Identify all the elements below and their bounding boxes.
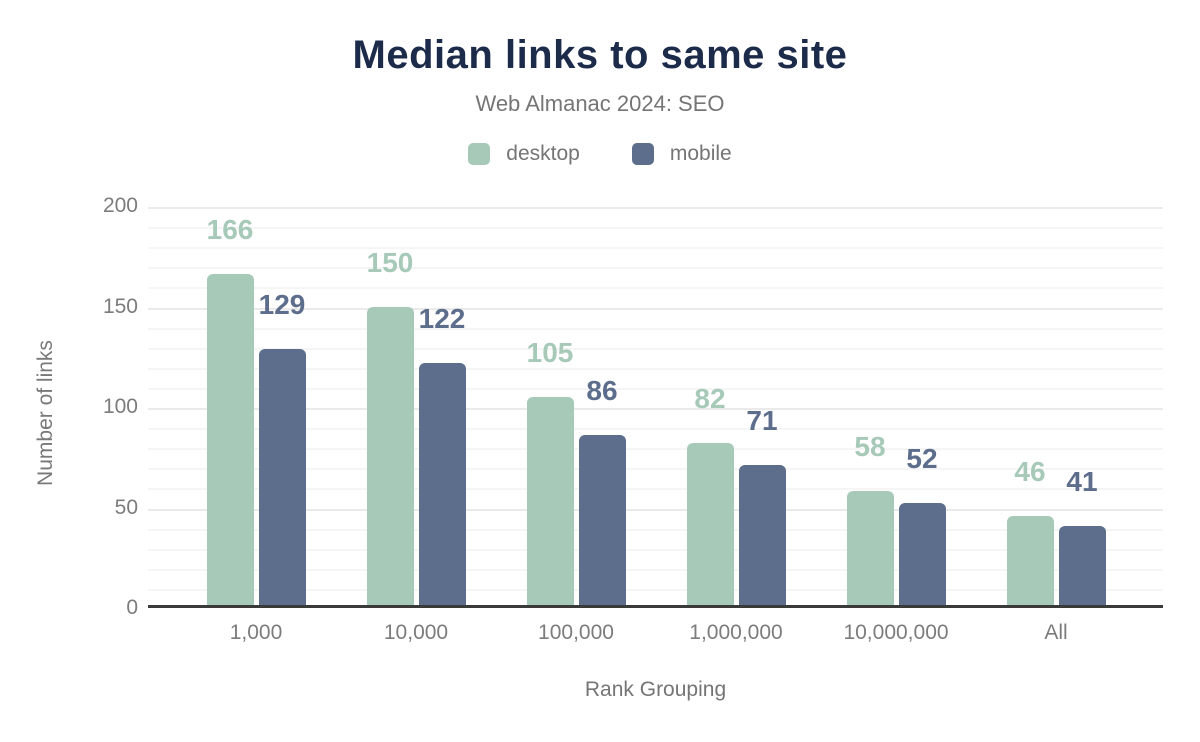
bar-value-label-desktop: 150 — [366, 246, 414, 278]
gridline — [148, 428, 1163, 431]
gridline — [148, 488, 1163, 491]
bar-value-label-mobile: 86 — [586, 375, 618, 407]
chart-title: Median links to same site — [352, 33, 848, 77]
y-tick-label: 200 — [102, 194, 138, 217]
bar-group: 166 129 1,000 — [176, 206, 336, 644]
bar-value-label-mobile: 122 — [418, 302, 466, 334]
bar-group: 150 122 10,000 — [336, 206, 496, 644]
legend-label-desktop: desktop — [506, 142, 580, 165]
x-tick-label: 10,000,000 — [843, 621, 949, 644]
gridline — [148, 448, 1163, 451]
bar-desktop: 82 — [686, 385, 734, 608]
chart-subtitle: Web Almanac 2024: SEO — [475, 91, 725, 116]
bar-pair: 58 52 — [846, 206, 946, 608]
x-axis-title: Rank Grouping — [584, 678, 727, 701]
gridline — [148, 408, 1163, 410]
gridline — [148, 367, 1163, 370]
bar-value-label-desktop: 105 — [526, 336, 574, 368]
bar-mobile: 41 — [1058, 467, 1106, 608]
bar-group: 46 41 All — [976, 206, 1136, 644]
gridline — [148, 468, 1163, 471]
plot-area: 166 129 1,000 150 122 10,000 105 86 100,000 82 71 1… — [148, 206, 1163, 644]
bar-value-label-desktop: 166 — [206, 214, 254, 246]
bar-mobile: 129 — [258, 290, 306, 608]
gridline — [148, 207, 1163, 209]
bar-mobile: 71 — [738, 407, 786, 608]
bar-value-label-desktop: 82 — [694, 383, 726, 415]
x-tick-label: 1,000 — [229, 621, 283, 644]
bar-desktop: 166 — [206, 216, 254, 608]
bar-value-label-desktop: 46 — [1014, 455, 1046, 487]
legend-item-mobile: mobile — [631, 142, 732, 166]
bar-pair: 46 41 — [1006, 206, 1106, 608]
bar-value-label-mobile: 129 — [258, 288, 306, 320]
bar-value-label-desktop: 58 — [854, 431, 886, 463]
legend-label-mobile: mobile — [669, 142, 732, 165]
bar-value-label-mobile: 41 — [1066, 465, 1098, 497]
bar-groups: 166 129 1,000 150 122 10,000 105 86 100,000 82 71 1… — [176, 206, 1136, 644]
bar-mobile: 122 — [418, 304, 466, 608]
bar-pair: 150 122 — [366, 206, 466, 608]
gridline — [148, 508, 1163, 511]
y-tick-label: 100 — [102, 395, 138, 418]
gridline — [148, 287, 1163, 290]
bar-group: 82 71 1,000,000 — [656, 206, 816, 644]
y-tick-label: 0 — [126, 596, 138, 619]
gridline — [148, 528, 1163, 531]
y-tick-label: 150 — [102, 294, 138, 318]
bar-desktop: 105 — [526, 338, 574, 608]
gridline — [148, 227, 1163, 230]
y-axis: 0 50 100 150 200 — [0, 194, 138, 619]
bar-pair: 82 71 — [686, 206, 786, 608]
legend-swatch-mobile — [631, 143, 654, 165]
x-tick-label: 100,000 — [538, 621, 614, 644]
gridline — [148, 568, 1163, 571]
gridline — [148, 247, 1163, 250]
bar-pair: 105 86 — [526, 206, 626, 608]
bar-value-label-mobile: 71 — [746, 405, 778, 437]
gridline — [148, 347, 1163, 350]
bar-group: 105 86 100,000 — [496, 206, 656, 644]
legend: desktop mobile — [0, 142, 1200, 166]
x-axis-line — [148, 605, 1163, 608]
x-tick-label: All — [1044, 621, 1068, 644]
y-tick-label: 50 — [114, 495, 138, 519]
x-tick-label: 1,000,000 — [689, 621, 783, 644]
bar-mobile: 52 — [898, 445, 946, 608]
gridline — [148, 267, 1163, 270]
bar-mobile: 86 — [578, 377, 626, 608]
legend-item-desktop: desktop — [468, 142, 580, 166]
bar-desktop: 150 — [366, 248, 414, 608]
gridline — [148, 387, 1163, 390]
gridline — [148, 548, 1163, 551]
legend-swatch-desktop — [468, 143, 491, 165]
bar-desktop: 58 — [846, 433, 894, 608]
gridline — [148, 307, 1163, 310]
bar-pair: 166 129 — [206, 206, 306, 608]
bar-desktop: 46 — [1006, 457, 1054, 608]
bar-value-label-mobile: 52 — [906, 443, 938, 475]
gridline — [148, 588, 1163, 591]
gridline — [148, 327, 1163, 330]
x-tick-label: 10,000 — [383, 621, 449, 644]
bar-group: 58 52 10,000,000 — [816, 206, 976, 644]
